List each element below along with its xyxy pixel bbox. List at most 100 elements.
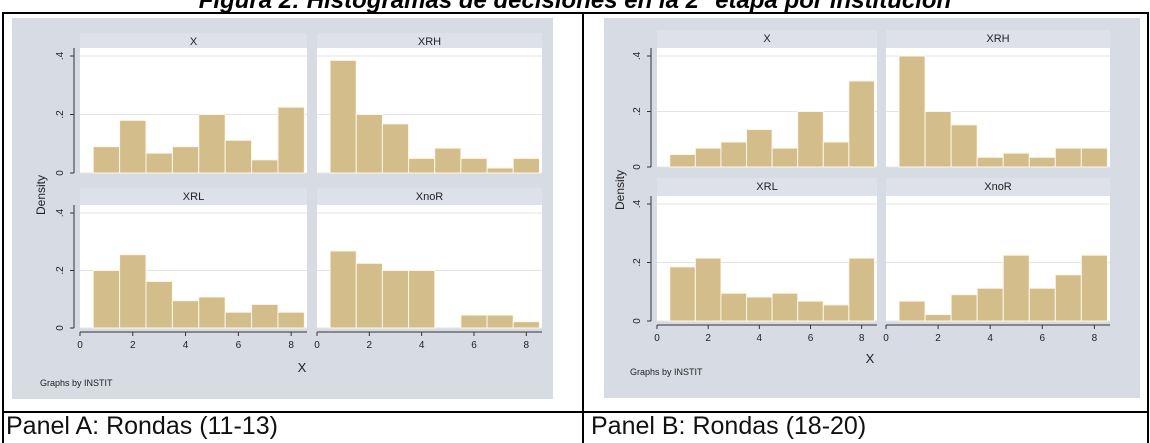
panel-b-xrl-bar bbox=[848, 257, 875, 322]
panel-a-xrl-bar bbox=[251, 303, 279, 329]
panel-b-xrl-y-tick-label: .2 bbox=[632, 258, 643, 267]
panel-a-x-bar bbox=[145, 152, 173, 174]
panel-a-xnor-bar bbox=[512, 321, 540, 329]
panel-a-xrh-bar bbox=[512, 157, 540, 174]
table-border-middle bbox=[582, 12, 584, 443]
panel-b-xrl-x-tick-label: 8 bbox=[859, 333, 865, 344]
panel-a-xrh-bar bbox=[329, 59, 357, 174]
panel-a-xrh-bar bbox=[408, 157, 436, 174]
panel-a-x-bar bbox=[224, 139, 253, 174]
panel-b-xrh-bar bbox=[1028, 156, 1056, 168]
panel-a-xrl-subplot-title: XRL bbox=[183, 191, 204, 203]
panel-a-xrl-y-tick-label: 0 bbox=[55, 325, 66, 331]
panel-b-xrl-bar bbox=[822, 304, 850, 322]
panel-a-xnor-bar bbox=[486, 314, 514, 329]
panel-b-x-bar bbox=[797, 111, 824, 168]
panel-a-x-bar bbox=[119, 119, 147, 174]
panel-b-x-bar bbox=[720, 141, 748, 168]
panel-b-xnor-bar bbox=[898, 300, 926, 322]
panel-b-x-y-tick-label: .4 bbox=[632, 51, 643, 60]
panel-a-xrl-x-tick-label: 0 bbox=[77, 340, 83, 351]
panel-b-x-subplot-title: X bbox=[763, 33, 771, 45]
panel-a-x-y-tick-label: .2 bbox=[55, 110, 66, 119]
panel-a-x-subplot-header bbox=[80, 33, 307, 48]
panel-a-xrh-subplot-header bbox=[317, 33, 542, 48]
panel-b-xrh-bar bbox=[924, 111, 952, 168]
panel-a-x-y-tick-label: 0 bbox=[55, 170, 66, 176]
panel-b-x-subplot-header bbox=[657, 30, 877, 48]
panel-a-xrl-bar bbox=[224, 311, 253, 329]
panel-a-xnor-x-tick-label: 8 bbox=[524, 340, 530, 351]
panel-b-xnor-x-tick-label: 6 bbox=[1039, 333, 1045, 344]
panel-a-xrl-x-tick-label: 4 bbox=[183, 340, 189, 351]
panel-b-xnor-bar bbox=[924, 314, 952, 322]
panel-a-xnor-x-tick-label: 6 bbox=[471, 340, 477, 351]
panel-b-caption: Panel B: Rondas (18-20) bbox=[591, 412, 867, 440]
panel-b-xrl-x-tick-label: 0 bbox=[654, 333, 660, 344]
panel-b-xrl-x-tick-label: 6 bbox=[808, 333, 814, 344]
panel-b-xrl-bar bbox=[720, 292, 748, 322]
panel-b-xrh-bar bbox=[1054, 147, 1082, 168]
panel-b-x-bar bbox=[746, 129, 773, 168]
panel-a-caption: Panel A: Rondas (11-13) bbox=[6, 412, 278, 440]
panel-a-xrl-bar bbox=[277, 311, 305, 329]
table-border-caption-row bbox=[2, 411, 1148, 413]
panel-a-xrl-bar bbox=[92, 270, 121, 329]
panel-b-xrh-bar bbox=[898, 55, 926, 168]
panel-a-x-bar bbox=[92, 146, 121, 174]
panel-a-x-axis-title: X bbox=[298, 360, 307, 375]
panel-b-xrl-subplot-header bbox=[657, 178, 877, 196]
panel-b-xrl-y-tick-label: .4 bbox=[632, 199, 643, 208]
panel-b-by-note: Graphs by INSTIT bbox=[630, 367, 703, 377]
panel-a-by-note: Graphs by INSTIT bbox=[40, 378, 113, 388]
panel-a-xnor-x-tick-label: 2 bbox=[367, 340, 373, 351]
panel-b-xrl-bar bbox=[694, 257, 722, 322]
panel-b-xrl-x-tick-label: 2 bbox=[705, 333, 711, 344]
table-border-left bbox=[2, 12, 4, 443]
panel-a-xrh-bar bbox=[486, 167, 514, 174]
panel-b-xnor-bar bbox=[1002, 254, 1030, 322]
panel-b-xnor-bar bbox=[976, 287, 1004, 322]
panel-a-x-y-tick-label: .4 bbox=[55, 51, 66, 60]
panel-b-xrl-bar bbox=[797, 300, 824, 322]
panel-a-xrl-bar bbox=[119, 254, 147, 329]
panel-a-xrl-bar bbox=[198, 296, 226, 329]
figure-title: Figura 2: Histogramas de decisiones en l… bbox=[198, 0, 952, 14]
panel-b-xrh-subplot-header bbox=[886, 30, 1110, 48]
panel-b-x-bar bbox=[669, 154, 696, 168]
panel-a-x-bar bbox=[198, 114, 226, 174]
panel-b-xnor-bar bbox=[950, 294, 978, 322]
panel-b-x-bar bbox=[848, 80, 875, 168]
panel-a-xnor-bar bbox=[460, 314, 488, 329]
panel-a-xnor-bar bbox=[355, 262, 383, 329]
panel-b-y-axis-title: Density bbox=[613, 170, 627, 210]
panel-b-xrh-bar bbox=[1002, 152, 1030, 168]
panel-a-xrh-subplot-title: XRH bbox=[418, 36, 441, 48]
panel-b-xrh-bar bbox=[1080, 147, 1108, 168]
panel-b-xrh-bar bbox=[976, 156, 1004, 168]
panel-a-xnor-subplot-header bbox=[317, 188, 542, 205]
panel-a-xnor-bar bbox=[381, 270, 410, 329]
panel-b-xrl-y-tick-label: 0 bbox=[632, 318, 643, 324]
table-border-top bbox=[2, 12, 1148, 14]
panel-b-xnor-x-tick-label: 4 bbox=[987, 333, 993, 344]
panel-b-xrl-bar bbox=[746, 296, 773, 322]
panel-b-x-y-tick-label: .2 bbox=[632, 107, 643, 116]
panel-a-xrl-y-tick-label: .2 bbox=[55, 266, 66, 275]
panel-a-xrl-bar bbox=[171, 300, 200, 329]
panel-a-x-bar bbox=[277, 106, 305, 174]
table-border-right bbox=[1147, 12, 1149, 443]
panel-a-xnor-bar bbox=[329, 250, 357, 329]
panel-a-xrl-bar bbox=[145, 280, 173, 329]
panel-b-xrh-subplot-title: XRH bbox=[986, 33, 1009, 45]
panel-b-x-axis-title: X bbox=[866, 351, 875, 366]
panel-b-xnor-x-tick-label: 8 bbox=[1092, 333, 1098, 344]
panel-b-x-bar bbox=[822, 141, 850, 168]
panel-b-x-bar bbox=[771, 147, 799, 168]
panel-b-xrl-x-tick-label: 4 bbox=[757, 333, 763, 344]
panel-a-xrh-bar bbox=[381, 123, 410, 174]
panel-b-x-bar bbox=[694, 147, 722, 168]
panel-a-y-axis-title: Density bbox=[34, 175, 48, 215]
panel-a-xnor-x-tick-label: 0 bbox=[314, 340, 320, 351]
panel-a-xrl-y-tick-label: .4 bbox=[55, 208, 66, 217]
